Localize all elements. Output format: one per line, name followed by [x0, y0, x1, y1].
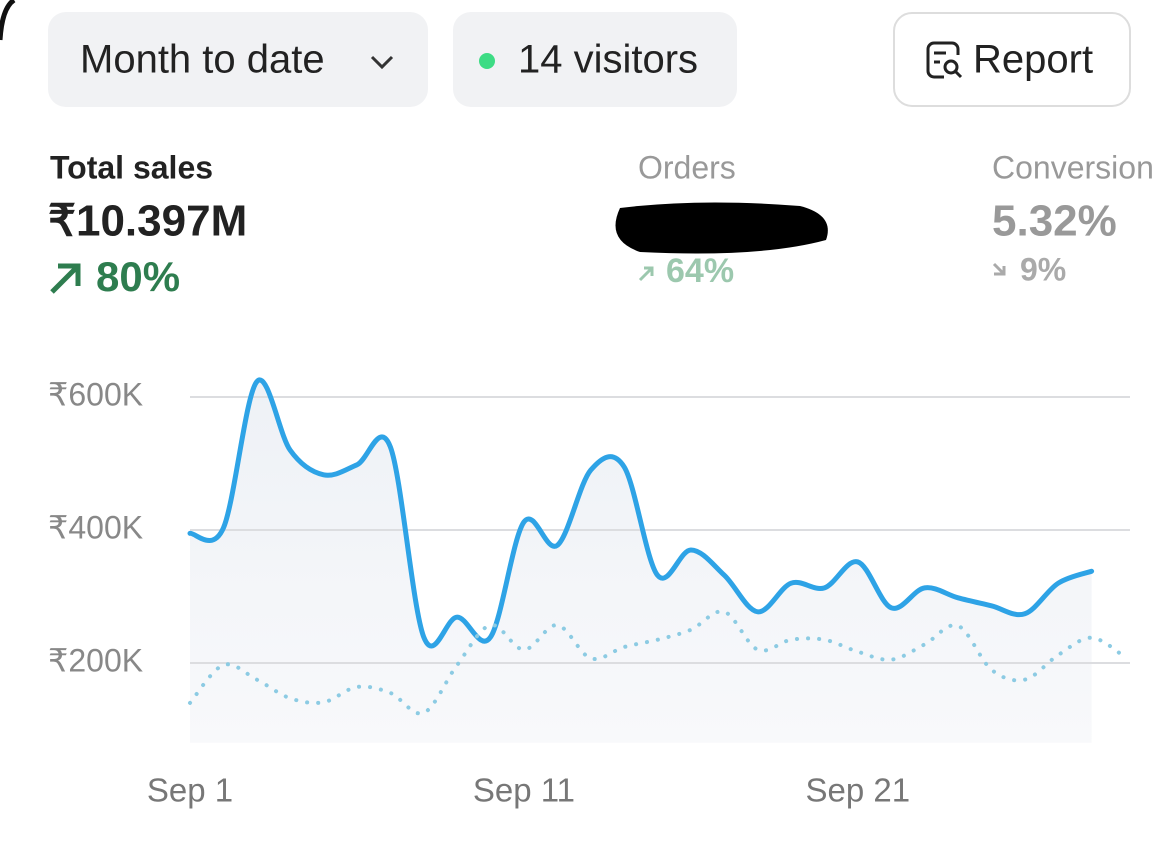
series-line — [187, 377, 1095, 649]
up-arrow — [50, 263, 81, 294]
y-tick-label: ₹200K — [48, 642, 143, 678]
x-tick-label: Sep 1 — [147, 772, 233, 809]
metric-label: Orders — [638, 149, 736, 185]
chart: ₹200K ₹400K ₹600K Sep 1 Sep 11 Sep 21 — [48, 376, 1130, 809]
metric-value: 5.32% — [992, 197, 1117, 246]
visitors-button[interactable]: 14 visitors — [453, 12, 737, 107]
area — [190, 380, 1092, 743]
report-button[interactable]: Report — [893, 12, 1131, 107]
series-line — [188, 609, 1127, 716]
y-tick-label: ₹600K — [48, 376, 143, 412]
period-button[interactable]: Month to date — [48, 12, 428, 107]
visitors-label: 14 visitors — [518, 38, 698, 82]
up-arrow — [638, 266, 654, 282]
button-box — [893, 12, 1131, 107]
report-icon — [953, 69, 963, 79]
down-arrow — [992, 262, 1006, 276]
metric-value: ₹10.397M — [48, 197, 247, 246]
metric-change: 64% — [666, 252, 734, 290]
period-label: Month to date — [80, 38, 325, 82]
metric-change: 80% — [96, 253, 180, 300]
report-label: Report — [973, 38, 1093, 82]
metric-label: Conversion — [992, 149, 1154, 185]
pill — [48, 12, 428, 107]
chevron — [370, 55, 394, 70]
live-dot — [479, 53, 495, 69]
x-tick-label: Sep 21 — [806, 772, 911, 809]
pill — [453, 12, 737, 107]
bezel — [0, 0, 16, 41]
x-tick-label: Sep 11 — [473, 772, 575, 809]
report-icon — [943, 59, 959, 75]
metric-label: Total sales — [50, 149, 213, 185]
y-tick-label: ₹400K — [48, 509, 143, 545]
redaction — [615, 202, 828, 254]
report-icon — [926, 41, 960, 79]
metric-change: 9% — [1020, 251, 1066, 287]
